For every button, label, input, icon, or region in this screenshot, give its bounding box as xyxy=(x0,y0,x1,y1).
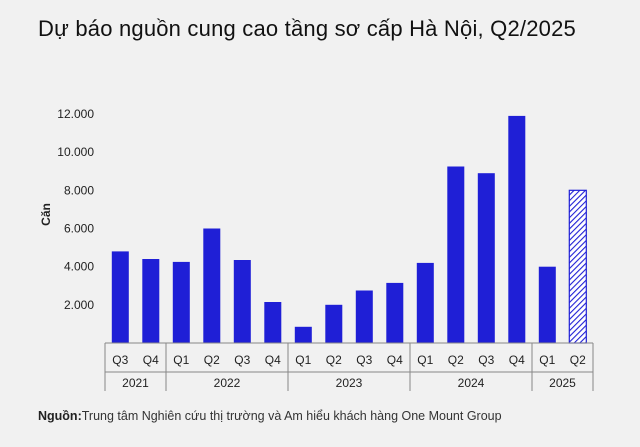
year-label: 2023 xyxy=(336,376,363,390)
bars xyxy=(111,115,587,344)
x-tick-label: Q1 xyxy=(539,353,555,367)
y-tick-label: 4.000 xyxy=(64,260,94,274)
bar xyxy=(172,261,190,343)
x-tick-label: Q1 xyxy=(173,353,189,367)
x-tick-label: Q4 xyxy=(265,353,281,367)
year-label: 2022 xyxy=(214,376,241,390)
x-tick-label: Q2 xyxy=(326,353,342,367)
x-tick-label: Q2 xyxy=(570,353,586,367)
bar xyxy=(355,290,373,343)
bar xyxy=(264,302,282,343)
bar xyxy=(416,262,434,343)
x-tick-label: Q3 xyxy=(356,353,372,367)
x-tick-label: Q1 xyxy=(295,353,311,367)
x-axis: Q3 Q4 Q1 Q2 Q3 Q4 Q1 Q2 Q3 Q4 Q1 Q2 Q3 Q4 Q1 Q2 2021 2022… xyxy=(104,342,594,391)
year-label: 2025 xyxy=(549,376,576,390)
bar xyxy=(508,115,526,344)
y-tick-label: 8.000 xyxy=(64,183,94,197)
x-tick-label: Q3 xyxy=(112,353,128,367)
source-label: Nguồn: xyxy=(38,409,82,423)
bar xyxy=(294,326,312,343)
x-tick-label: Q2 xyxy=(448,353,464,367)
x-tick-label: Q3 xyxy=(234,353,250,367)
chart-title: Dự báo nguồn cung cao tầng sơ cấp Hà Nội… xyxy=(38,16,576,41)
y-axis: 2.000 4.000 6.000 8.000 10.000 12.000 Căn xyxy=(39,107,94,312)
x-tick-label: Q4 xyxy=(143,353,159,367)
bar xyxy=(111,251,129,343)
y-tick-label: 2.000 xyxy=(64,298,94,312)
bar xyxy=(447,166,465,343)
y-axis-label: Căn xyxy=(39,203,53,226)
year-label: 2021 xyxy=(122,376,149,390)
y-tick-label: 12.000 xyxy=(57,107,94,121)
x-tick-label: Q4 xyxy=(509,353,525,367)
bar xyxy=(203,228,221,343)
year-label: 2024 xyxy=(458,376,485,390)
source-note: Nguồn:Trung tâm Nghiên cứu thị trường và… xyxy=(38,409,502,423)
bar xyxy=(142,259,160,343)
bar xyxy=(477,173,495,343)
bar xyxy=(538,266,556,343)
x-tick-label: Q1 xyxy=(417,353,433,367)
y-tick-label: 10.000 xyxy=(57,145,94,159)
bar xyxy=(325,304,343,343)
x-tick-label: Q3 xyxy=(478,353,494,367)
x-tick-label: Q4 xyxy=(387,353,403,367)
x-tick-label: Q2 xyxy=(204,353,220,367)
bar-forecast xyxy=(568,189,587,344)
source-text: Trung tâm Nghiên cứu thị trường và Am hi… xyxy=(81,409,502,423)
bar xyxy=(233,260,251,343)
bar xyxy=(386,282,404,343)
y-tick-label: 6.000 xyxy=(64,222,94,236)
